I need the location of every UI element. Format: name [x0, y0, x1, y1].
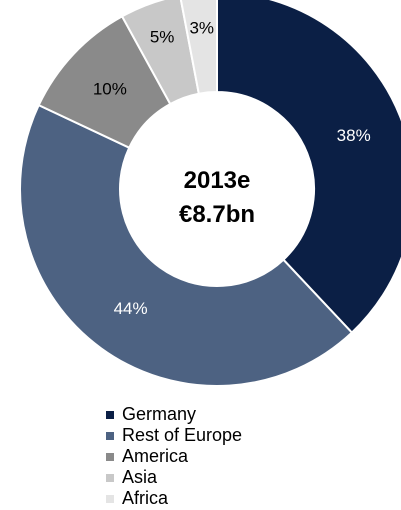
legend-label: Rest of Europe [122, 425, 243, 445]
legend-item-germany: Germany [106, 404, 386, 425]
slice-asia [120, 0, 200, 106]
slice-label-asia: 5% [150, 28, 175, 47]
slice-label-germany: 38% [337, 126, 371, 145]
legend-item-asia: Asia [106, 467, 386, 488]
legend-item-america: America [106, 446, 386, 467]
slice-label-america: 10% [93, 79, 127, 98]
center-total: €8.7bn [178, 201, 256, 228]
legend: Germany Rest of Europe America Asia Afri… [106, 404, 386, 509]
donut-chart: 38% 44% 10% 5% 3% [19, 0, 401, 387]
legend-label: Africa [122, 488, 169, 508]
legend-label: Germany [122, 404, 197, 424]
legend-swatch [106, 494, 114, 503]
legend-item-rest-of-europe: Rest of Europe [106, 425, 386, 446]
legend-swatch [106, 473, 114, 482]
center-year: 2013e [183, 167, 251, 194]
slice-germany [216, 0, 401, 335]
center-label: 2013e €8.7bn [137, 164, 297, 232]
legend-item-africa: Africa [106, 488, 386, 509]
legend-swatch [106, 431, 114, 440]
slice-rest-of-europe [19, 103, 354, 387]
legend-label: Asia [122, 467, 158, 487]
legend-swatch [106, 452, 114, 461]
legend-label: America [122, 446, 189, 466]
slice-label-rest-of-europe: 44% [114, 299, 148, 318]
slice-africa [179, 0, 218, 95]
slice-label-africa: 3% [189, 19, 214, 38]
legend-swatch [106, 410, 114, 419]
